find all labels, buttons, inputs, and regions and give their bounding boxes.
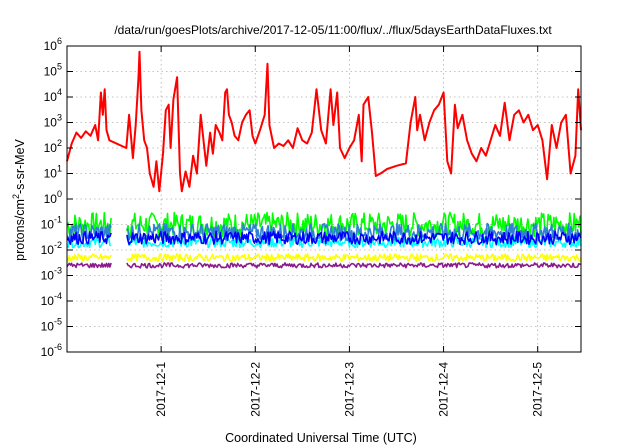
- series-layer: [66, 50, 582, 269]
- y-tick-label: 105: [44, 62, 62, 79]
- y-tick-label: 100: [44, 189, 62, 206]
- chart-title: /data/run/goesPlots/archive/2017-12-05/1…: [114, 23, 552, 37]
- x-tick-label: 2017-12-5: [531, 362, 545, 417]
- y-tick-label: 10-3: [41, 266, 62, 283]
- y-tick-label: 106: [44, 36, 62, 53]
- y-tick-label: 101: [44, 164, 62, 181]
- series-line-6: [66, 262, 582, 269]
- x-axis: 2017-12-1 2017-12-2 2017-12-3 2017-12-4 2017…: [154, 46, 545, 417]
- y-tick-label: 10-1: [41, 215, 62, 232]
- y-tick-label: 10-6: [41, 342, 62, 359]
- y-axis-label: protons/cm2-s-sr-MeV: [11, 138, 27, 260]
- grid: [67, 46, 581, 352]
- y-tick-label: 10-2: [41, 240, 62, 257]
- y-axis: 106 105 104 103 102 101 100 10-1 10-2 10-3 10-4 10-…: [41, 36, 581, 359]
- series-line-1: [66, 211, 582, 238]
- x-tick-label: 2017-12-1: [154, 362, 168, 417]
- y-tick-label: 10-4: [41, 291, 62, 308]
- x-tick-label: 2017-12-3: [342, 362, 356, 417]
- x-tick-label: 2017-12-4: [437, 362, 451, 417]
- series-line-4: [66, 230, 582, 246]
- x-tick-label: 2017-12-2: [248, 362, 262, 417]
- series-line-0: [66, 50, 582, 193]
- y-tick-label: 104: [44, 87, 62, 104]
- y-tick-label: 10-5: [41, 317, 62, 334]
- y-tick-label: 103: [44, 113, 62, 130]
- y-tick-label: 102: [44, 138, 62, 155]
- series-line-5: [66, 253, 582, 263]
- x-axis-label: Coordinated Universal Time (UTC): [225, 431, 417, 445]
